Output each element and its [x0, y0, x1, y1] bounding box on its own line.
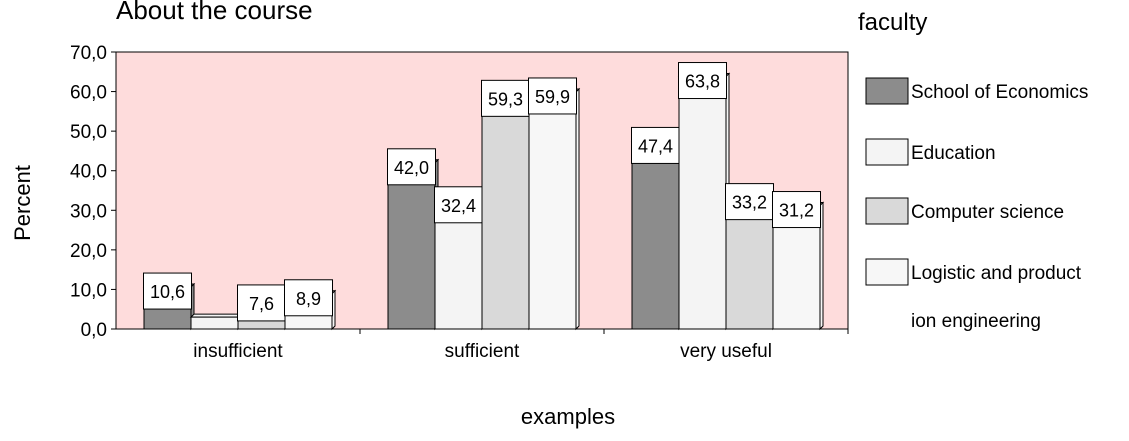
- data-label: 59,3: [488, 89, 523, 109]
- legend-swatch: [865, 138, 909, 166]
- data-label-box: [143, 272, 192, 310]
- x-tick-label: insufficient: [193, 341, 283, 362]
- data-label: 63,8: [685, 72, 720, 92]
- data-label: 8,9: [296, 289, 321, 309]
- y-axis: 0,0 10,0 20,0 30,0 40,0 50,0 60,0 70,0: [70, 43, 117, 341]
- chart-title: About the course: [116, 0, 313, 25]
- x-axis: insufficient sufficient very useful: [193, 329, 849, 362]
- data-label-box: [725, 183, 774, 221]
- bar: [387, 162, 436, 330]
- legend-label: Logistic and product: [911, 263, 1082, 284]
- data-label-box: [434, 186, 483, 224]
- legend: School of Economics Education Computer sci…: [865, 77, 1088, 332]
- x-axis-label: examples: [521, 404, 615, 429]
- data-label-box: [284, 279, 333, 317]
- bar: [481, 93, 530, 330]
- bar: [190, 316, 239, 330]
- data-label: 47,4: [638, 136, 673, 156]
- data-label: 7,6: [249, 294, 274, 314]
- y-tick-label: 30,0: [70, 201, 107, 222]
- bar: [631, 140, 680, 330]
- bar: [528, 91, 577, 330]
- data-label-box: [528, 77, 577, 115]
- legend-label: Computer science: [911, 202, 1064, 223]
- data-label: 59,9: [535, 87, 570, 107]
- data-label: 42,0: [394, 158, 429, 178]
- y-tick-label: 40,0: [70, 162, 107, 183]
- data-label-box: [678, 62, 727, 100]
- data-label-box: [631, 126, 680, 164]
- legend-label: School of Economics: [911, 82, 1088, 103]
- data-label: 31,2: [779, 201, 814, 221]
- x-tick-label: very useful: [680, 341, 772, 362]
- y-tick-label: 70,0: [70, 43, 107, 64]
- x-tick-label: sufficient: [445, 341, 520, 362]
- y-tick-label: 20,0: [70, 241, 107, 262]
- y-tick-label: 60,0: [70, 83, 107, 104]
- data-label-box: [772, 191, 821, 229]
- data-label-box: [387, 148, 436, 186]
- data-label: 33,2: [732, 193, 767, 213]
- legend-swatch: [865, 77, 909, 105]
- legend-label: ion engineering: [911, 311, 1041, 332]
- legend-label: Education: [911, 143, 996, 164]
- legend-title: faculty: [858, 9, 927, 36]
- y-axis-label: Percent: [10, 165, 35, 241]
- legend-swatch: [865, 258, 909, 286]
- y-tick-label: 0,0: [81, 320, 107, 341]
- data-label-box: [481, 79, 530, 117]
- y-tick-label: 10,0: [70, 280, 107, 301]
- bars-group: 10,6 42,0 47,4 32,4 63,8 7,6 59,3 33,2 8,9 59,9 31…: [142, 62, 825, 331]
- bar: [678, 76, 727, 330]
- y-tick-label: 50,0: [70, 122, 107, 143]
- data-label: 32,4: [441, 196, 476, 216]
- data-label: 10,6: [150, 282, 185, 302]
- legend-swatch: [865, 197, 909, 225]
